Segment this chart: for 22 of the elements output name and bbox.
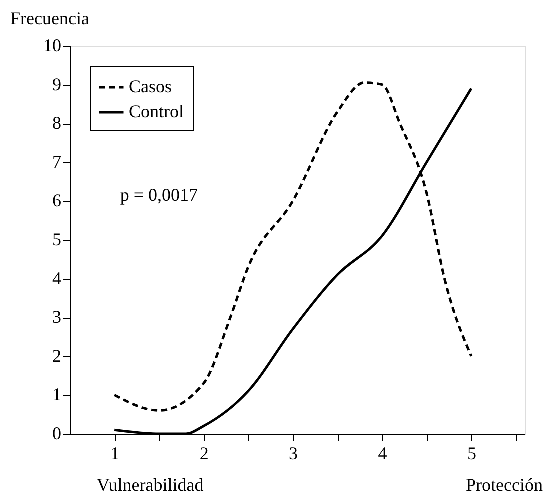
x-tick-label: 5 [467, 444, 476, 464]
y-tick-label: 10 [44, 36, 62, 56]
y-tick-label: 9 [52, 74, 62, 94]
y-tick-label: 2 [52, 346, 62, 366]
x-tick-label: 3 [289, 444, 298, 464]
y-tick-label: 8 [52, 113, 62, 134]
y-tick-label: 3 [52, 307, 62, 328]
x-tick-label: 1 [110, 444, 120, 464]
y-tick-label: 7 [52, 152, 62, 172]
legend-label: Casos [129, 76, 172, 96]
y-tick-label: 0 [52, 424, 62, 444]
x-tick-label: 4 [378, 444, 388, 464]
y-tick-label: 1 [52, 384, 62, 405]
annotation: p = 0,0017 [120, 185, 198, 205]
y-axis-title: Frecuencia [10, 8, 90, 28]
text: Protección [466, 475, 543, 495]
legend-label: Control [129, 102, 184, 122]
y-tick-label: 6 [52, 190, 62, 211]
y-tick-label: 5 [52, 230, 62, 250]
x-tick-label: 2 [200, 444, 209, 464]
y-tick-label: 4 [52, 268, 62, 288]
text: Vulnerabilidad [96, 475, 204, 495]
